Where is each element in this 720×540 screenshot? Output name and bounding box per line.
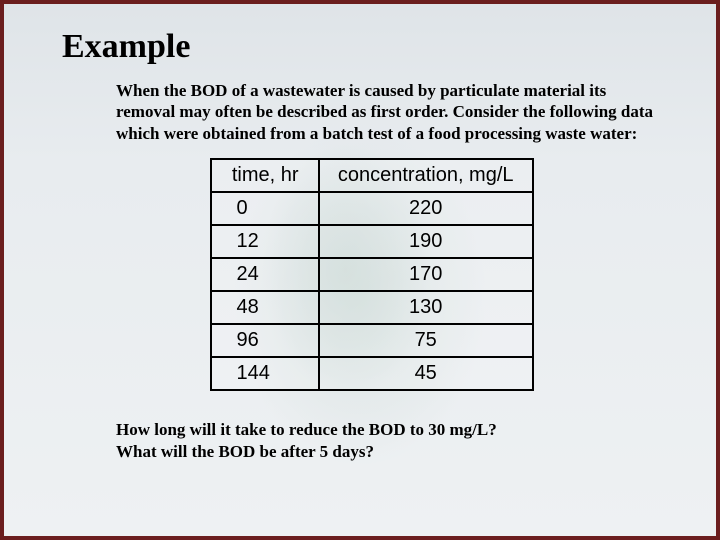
table-header-row: time, hr concentration, mg/L <box>211 159 532 192</box>
table-row: 24 170 <box>211 258 532 291</box>
cell-time: 0 <box>211 192 318 225</box>
cell-conc: 45 <box>319 357 533 390</box>
data-table-container: time, hr concentration, mg/L 0 220 12 19… <box>76 158 668 391</box>
questions-block: How long will it take to reduce the BOD … <box>116 419 668 463</box>
data-table: time, hr concentration, mg/L 0 220 12 19… <box>210 158 533 391</box>
slide-title: Example <box>62 28 668 66</box>
cell-conc: 75 <box>319 324 533 357</box>
question-2: What will the BOD be after 5 days? <box>116 441 668 463</box>
table-row: 96 75 <box>211 324 532 357</box>
cell-time: 24 <box>211 258 318 291</box>
cell-conc: 190 <box>319 225 533 258</box>
cell-conc: 170 <box>319 258 533 291</box>
cell-time: 12 <box>211 225 318 258</box>
slide-frame: Example When the BOD of a wastewater is … <box>4 4 716 536</box>
table-row: 48 130 <box>211 291 532 324</box>
intro-paragraph: When the BOD of a wastewater is caused b… <box>116 80 658 144</box>
table-row: 12 190 <box>211 225 532 258</box>
cell-conc: 130 <box>319 291 533 324</box>
cell-conc: 220 <box>319 192 533 225</box>
col-header-time: time, hr <box>211 159 318 192</box>
col-header-concentration: concentration, mg/L <box>319 159 533 192</box>
table-row: 0 220 <box>211 192 532 225</box>
table-row: 144 45 <box>211 357 532 390</box>
cell-time: 48 <box>211 291 318 324</box>
cell-time: 144 <box>211 357 318 390</box>
cell-time: 96 <box>211 324 318 357</box>
question-1: How long will it take to reduce the BOD … <box>116 419 668 441</box>
